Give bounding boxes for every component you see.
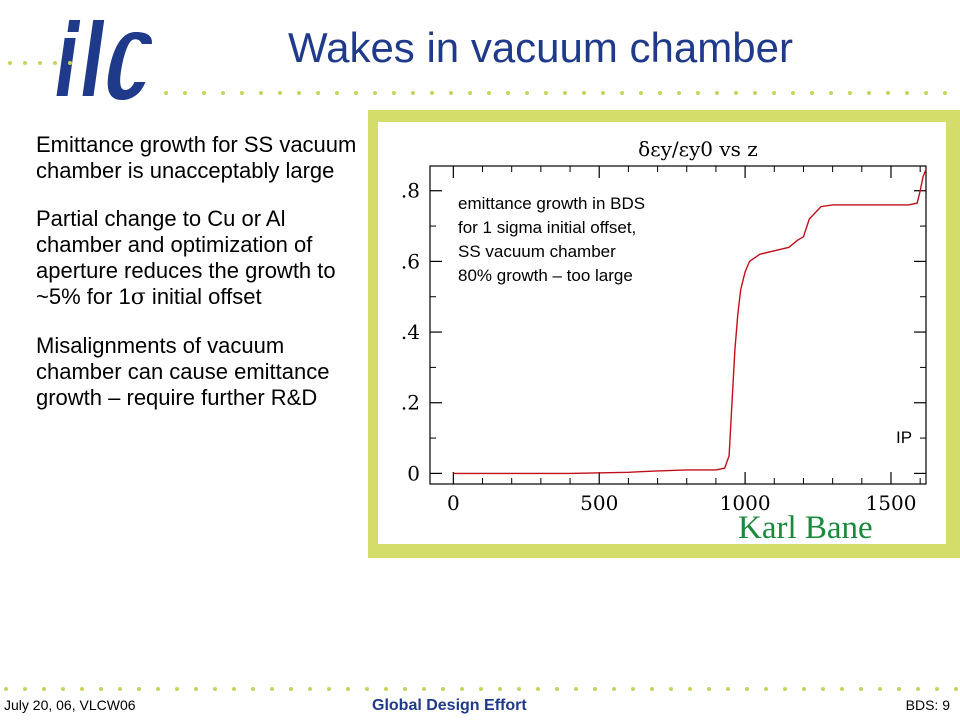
emittance-growth-chart: δεy/εy0 vs z 0 500 1000 1500 0 .2 .4 .6 .8 <box>401 137 927 515</box>
annotation-line: SS vacuum chamber <box>458 242 616 261</box>
ilc-logo: ilc <box>8 20 152 100</box>
footer-organization: Global Design Effort <box>372 697 527 714</box>
paragraph-cu-al-chamber: Partial change to Cu or Al chamber and o… <box>36 206 366 311</box>
chart-title: δεy/εy0 vs z <box>638 137 758 161</box>
paragraph-misalignments: Misalignments of vacuum chamber can caus… <box>36 333 330 410</box>
paragraph-text: Partial change to Cu or Al chamber and o… <box>36 206 336 309</box>
top-dotted-divider <box>164 91 947 95</box>
bottom-dotted-divider <box>4 687 958 691</box>
y-tick-label: .6 <box>401 249 420 273</box>
author-credit: Karl Bane <box>738 510 873 546</box>
annotation-line: emittance growth in BDS <box>458 194 646 213</box>
y-tick-label: .8 <box>401 179 420 203</box>
body-text: Emittance growth for SS vacuum chamber i… <box>36 132 366 433</box>
x-tick-label: 1500 <box>866 491 917 515</box>
x-tick-label: 500 <box>580 491 618 515</box>
plot-axes-box <box>429 165 927 485</box>
y-tick-label: .4 <box>401 320 420 344</box>
chart-annotation: emittance growth in BDS for 1 sigma init… <box>458 192 645 288</box>
slide-number: BDS: 9 <box>905 697 950 713</box>
annotation-line: for 1 sigma initial offset, <box>458 218 637 237</box>
annotation-line: 80% growth – too large <box>458 266 633 285</box>
y-tick-label: 0 <box>407 461 420 485</box>
emittance-growth-curve <box>453 169 927 475</box>
paragraph-ss-chamber: Emittance growth for SS vacuum chamber i… <box>36 132 357 183</box>
x-tick-label: 1000 <box>720 491 771 515</box>
footer-date: July 20, 06, VLCW06 <box>4 697 136 713</box>
x-tick-label: 0 <box>447 491 460 515</box>
y-tick-label: .2 <box>401 391 420 415</box>
ip-label: IP <box>896 428 913 447</box>
sigma-symbol: σ <box>130 285 146 310</box>
slide-title: Wakes in vacuum chamber <box>288 24 793 71</box>
paragraph-text-end: initial offset <box>145 284 262 309</box>
